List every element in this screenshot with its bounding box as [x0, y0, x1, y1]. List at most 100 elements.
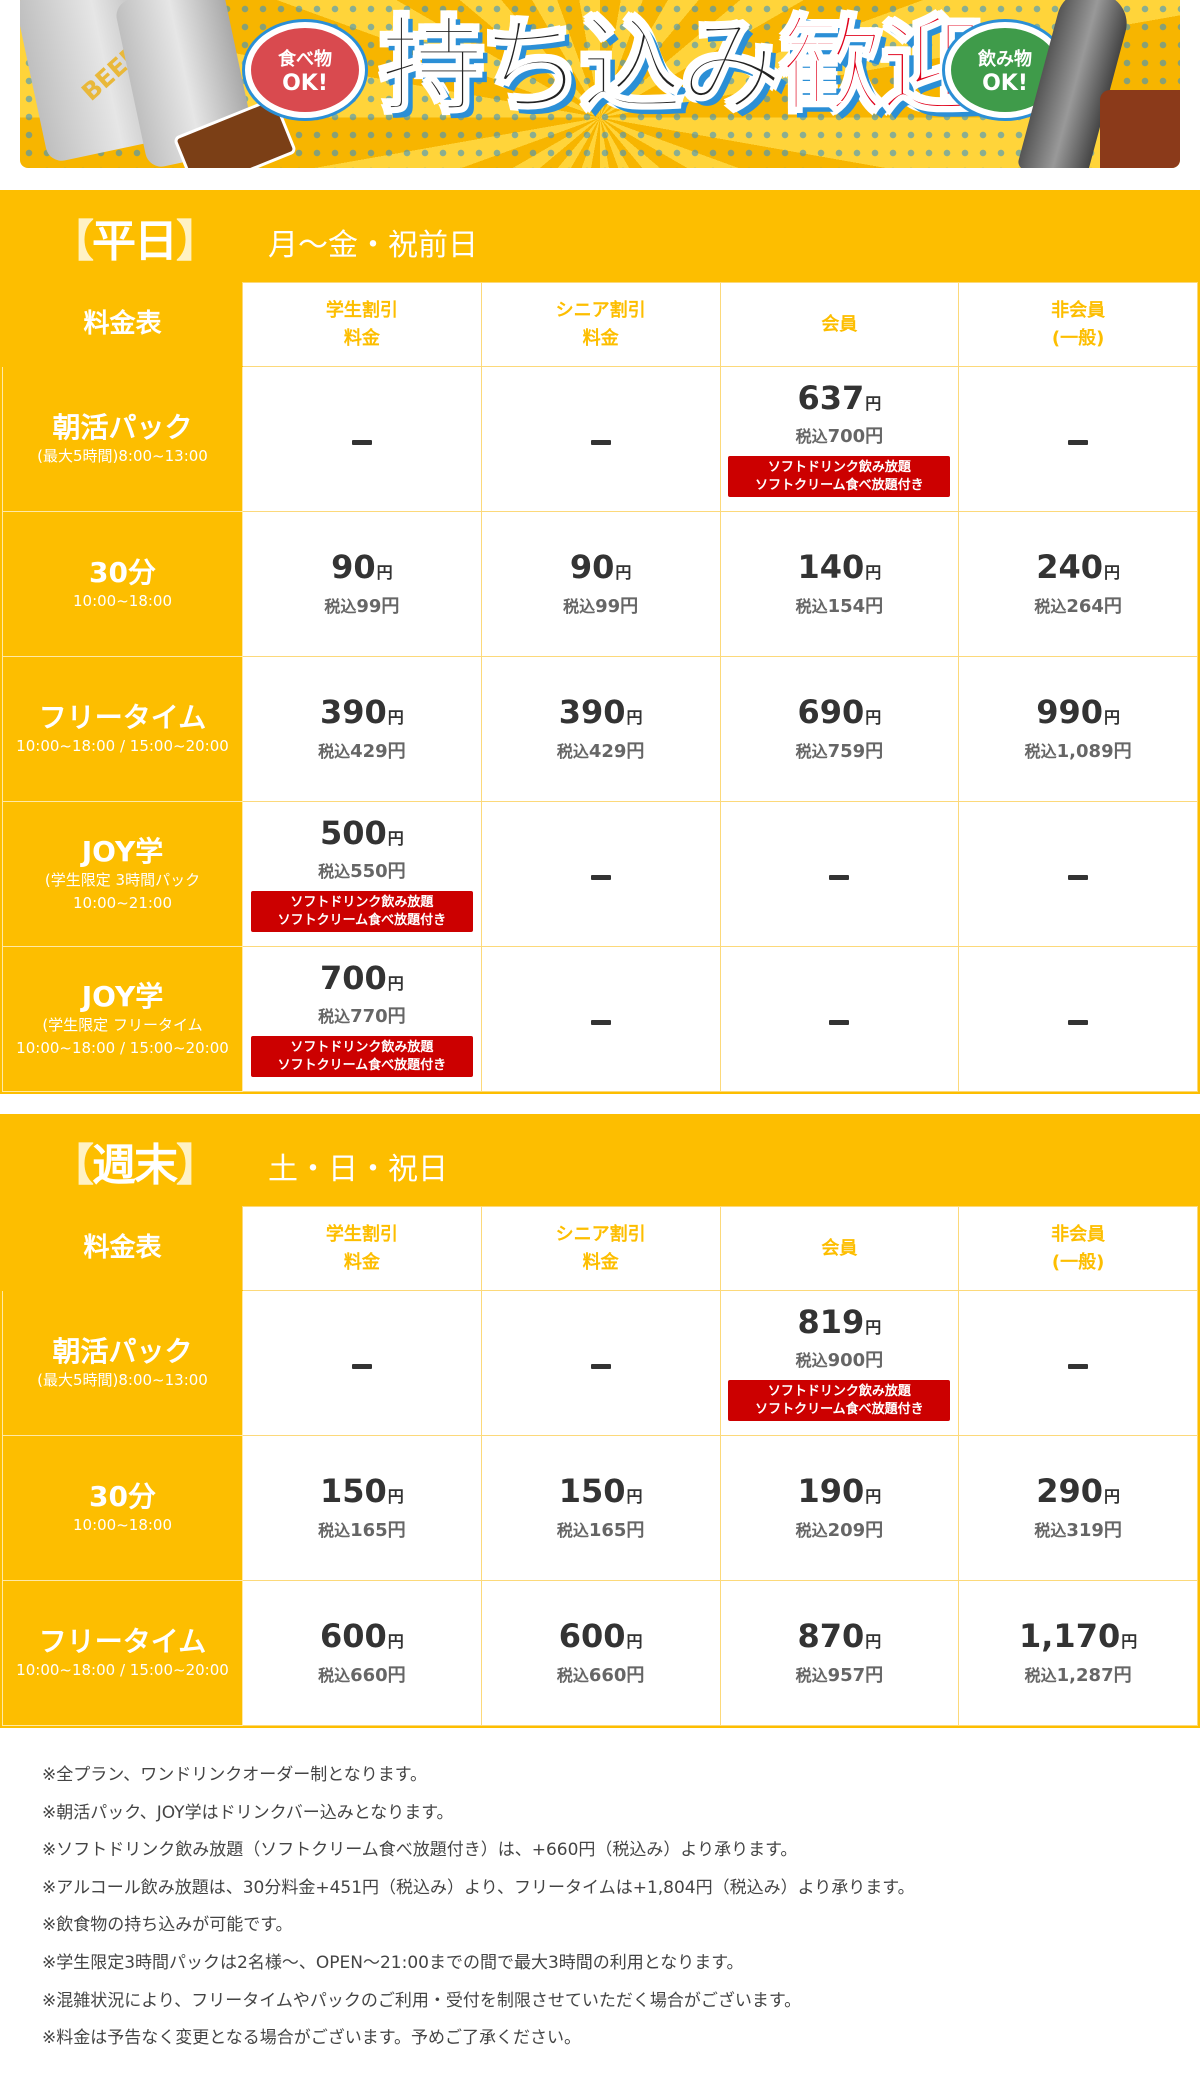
note-item: ※全プラン、ワンドリンクオーダー制となります。: [42, 1765, 428, 1785]
price-cell: 150円 税込165円: [242, 1435, 482, 1581]
table-row: 30分 10:00~18:00 90円 税込99円 90円 税込99円 140円 税込154円…: [2, 511, 1198, 657]
table-row: 30分 10:00~18:00 150円 税込165円 150円 税込165円 190円 税込…: [2, 1435, 1198, 1581]
price-excl-tax: 140円: [797, 548, 882, 587]
price-cell: 637円 税込700円 ソフトドリンク飲み放題 ソフトクリーム食べ放題付き: [719, 366, 960, 512]
note-item: ※料金は予告なく変更となる場合がございます。予めご了承ください。: [42, 2028, 582, 2049]
price-cell: 140円 税込154円: [719, 511, 960, 657]
price-excl-tax: 150円: [319, 1472, 404, 1511]
section-subtitle: 土・日・祝日: [268, 1152, 448, 1187]
price-cell: 990円税込1,089円: [958, 656, 1198, 802]
banner-title: 持ち込み歓迎!: [378, 5, 1028, 127]
price-cell: [242, 366, 482, 512]
column-header-member: 会員: [719, 1206, 960, 1291]
price-cell: 90円税込99円: [242, 511, 482, 657]
price-cell: [958, 1290, 1198, 1436]
price-excl-tax: 637円: [797, 378, 882, 417]
table-row: 朝活パック (最大5時間)8:00~13:00 637円 税込700円 ソフトドリンク飲…: [2, 366, 1198, 512]
price-excl-tax: 90円: [569, 548, 632, 587]
weekday-price-table: 料金表 学生割引 料金 シニア割引 料金 会員 非会員 (一般) 朝活パック (最大5時…: [2, 282, 1198, 1092]
price-cell: 390円 税込429円: [242, 656, 482, 802]
price-cell: [719, 801, 960, 947]
note-item: ※混雑状況により、フリータイムやパックのご利用・受付を制限させていただく場合がご…: [42, 1990, 802, 2011]
plan-name: JOY学: [81, 835, 164, 868]
price-excl-tax: 290円: [1036, 1472, 1121, 1511]
column-header-senior: シニア割引 料金: [480, 282, 721, 367]
not-available-dash-icon: [351, 1363, 372, 1369]
price-incl-tax: 税込99円: [563, 595, 639, 617]
price-cell: [480, 1290, 721, 1436]
table-row: JOY学 (学生限定 3時間パック 10:00~21:00 500円 税込550円 ソフト…: [2, 801, 1198, 947]
price-incl-tax: 税込1,287円: [1024, 1664, 1132, 1686]
note-item: ※ソフトドリンク飲み放題（ソフトクリーム食べ放題付き）は、+660円（税込み）よ…: [42, 1840, 798, 1861]
column-header-non-member: 非会員 (一般): [958, 1206, 1198, 1291]
table-row: フリータイム 10:00~18:00 / 15:00~20:00 600円 税込660…: [2, 1580, 1198, 1726]
column-header-student: 学生割引 料金: [242, 282, 482, 367]
plan-name-cell: フリータイム 10:00~18:00 / 15:00~20:00: [2, 1580, 243, 1726]
section-header: 【週末】 土・日・祝日: [2, 1116, 1198, 1206]
note-item: ※学生限定3時間パックは2名様〜、OPEN〜21:00までの間で最大3時間の利用…: [42, 1952, 744, 1973]
plan-name-cell: 30分 10:00~18:00: [2, 1435, 243, 1581]
plan-name-cell: JOY学 (学生限定 3時間パック 10:00~21:00: [2, 801, 243, 947]
not-available-dash-icon: [829, 1019, 850, 1025]
price-cell: 190円税込209円: [719, 1435, 960, 1581]
plan-hours: (学生限定 フリータイム: [42, 1016, 203, 1034]
price-cell: 870円 税込957円: [719, 1580, 960, 1726]
weekend-pricing-section: 【週末】 土・日・祝日 料金表 学生割引 料金 シニア割引 料金 会員 非会員 (一般…: [0, 1114, 1200, 1728]
price-incl-tax: 税込770円: [318, 1006, 406, 1028]
price-excl-tax: 1,170円: [1019, 1617, 1138, 1656]
price-cell: 819円 税込900円 ソフトドリンク飲み放題 ソフトクリーム食べ放題付き: [719, 1290, 960, 1436]
note-item: ※朝活パック、JOY学はドリンクバー込みとなります。: [42, 1802, 454, 1823]
price-cell: 600円 税込660円: [480, 1580, 721, 1726]
not-available-dash-icon: [1068, 874, 1089, 880]
not-available-dash-icon: [1068, 439, 1089, 445]
note-item: ※アルコール飲み放題は、30分料金+451円（税込み）より、フリータイムは+1,…: [42, 1877, 915, 1898]
price-incl-tax: 税込550円: [318, 861, 406, 883]
column-header-student: 学生割引 料金: [242, 1206, 482, 1291]
not-available-dash-icon: [351, 439, 372, 445]
section-header: 【平日】 月〜金・祝前日: [2, 192, 1198, 282]
weekend-price-table: 料金表 学生割引 料金 シニア割引 料金 会員 非会員 (一般) 朝活パック (最大5時…: [2, 1206, 1198, 1726]
plan-name: フリータイム: [38, 1625, 207, 1659]
price-cell: 240円 税込264円: [958, 511, 1198, 657]
price-excl-tax: 819円: [797, 1302, 882, 1341]
not-available-dash-icon: [829, 874, 850, 880]
price-incl-tax: 税込99円: [324, 595, 400, 617]
table-header-row: 料金表 学生割引 料金 シニア割引 料金 会員 非会員 (一般): [2, 282, 1198, 367]
price-incl-tax: 税込660円: [318, 1664, 406, 1686]
plan-name: 30分: [89, 1480, 156, 1514]
price-excl-tax: 990円: [1036, 693, 1121, 732]
plan-hours-2: 10:00~21:00: [72, 893, 173, 912]
plan-hours: (最大5時間)8:00~13:00: [37, 447, 208, 466]
plan-name: フリータイム: [38, 701, 207, 735]
plan-name-cell: JOY学 (学生限定 フリータイム 10:00~18:00 / 15:00~20:0…: [2, 946, 243, 1092]
plan-name: 30分: [89, 556, 156, 590]
weekday-pricing-section: 【平日】 月〜金・祝前日 料金表 学生割引 料金 シニア割引 料金 会員 非会員 (一…: [0, 190, 1200, 1094]
price-cell: [719, 946, 960, 1092]
price-cell: [958, 801, 1198, 947]
plan-name-cell: 30分 10:00~18:00: [2, 511, 243, 657]
note-item: ※飲食物の持ち込みが可能です。: [42, 1915, 293, 1936]
price-excl-tax: 190円: [797, 1472, 882, 1511]
price-cell: 150円 税込165円: [480, 1435, 721, 1581]
plan-hours: (学生限定 3時間パック: [44, 871, 201, 889]
price-cell: [242, 1290, 482, 1436]
price-incl-tax: 税込1,089円: [1024, 740, 1132, 762]
price-cell: 1,170円税込1,287円: [958, 1580, 1198, 1726]
price-incl-tax: 税込900円: [795, 1350, 884, 1372]
price-incl-tax: 税込759円: [795, 740, 884, 762]
price-incl-tax: 税込165円: [556, 1519, 645, 1541]
price-excl-tax: 690円: [797, 693, 882, 732]
plan-hours: 10:00~18:00: [72, 592, 173, 611]
table-row: フリータイム 10:00~18:00 / 15:00~20:00 390円 税込429…: [2, 656, 1198, 802]
price-cell: [958, 946, 1198, 1092]
price-incl-tax: 税込429円: [556, 740, 645, 762]
drink-cup-icon: [1100, 90, 1180, 168]
price-cell: 90円税込99円: [480, 511, 721, 657]
price-cell: 600円 税込660円: [242, 1580, 482, 1726]
plan-name: 朝活パック: [52, 1335, 193, 1369]
price-incl-tax: 税込209円: [795, 1519, 884, 1541]
not-available-dash-icon: [1068, 1363, 1089, 1369]
price-cell: [480, 801, 721, 947]
price-excl-tax: 870円: [797, 1617, 882, 1656]
price-excl-tax: 90円: [331, 548, 393, 587]
